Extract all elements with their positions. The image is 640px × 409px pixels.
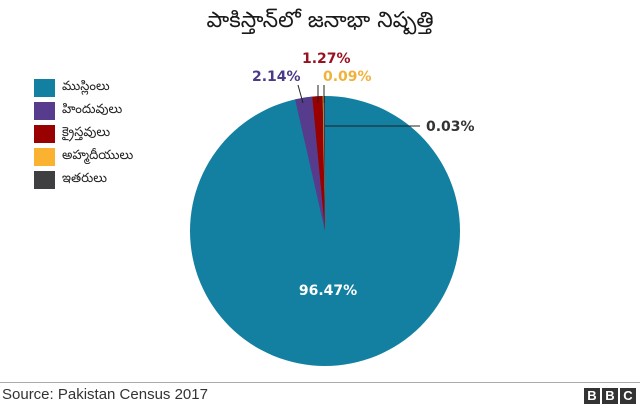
leader-line-hindus [297,84,304,104]
bbc-logo-letter: C [620,388,636,404]
label-muslims: 96.47% [299,283,357,299]
source-text: Source: Pakistan Census 2017 [2,386,208,403]
legend-label: ఇతరులు [62,170,107,186]
slice-ahmadis [322,95,325,231]
slice-christians [312,96,325,231]
label-ahmadis: 0.09% [323,69,372,85]
legend-label: ముస్లింలు [62,78,110,94]
bbc-logo: B B C [584,388,636,404]
legend-swatch [34,78,55,97]
legend-swatch [34,147,55,166]
legend-swatch [34,124,55,143]
legend: ముస్లింలు హిందువులు క్రైస్తవులు అహ్మదీయు… [34,76,133,191]
legend-item-others: ఇతరులు [34,168,133,191]
legend-item-hindus: హిందువులు [34,99,133,122]
chart-title: పాకిస్తాన్‌లో జనాభా నిష్పత్తి [206,8,434,33]
legend-item-christians: క్రైస్తవులు [34,122,133,145]
legend-label: అహ్మదీయులు [62,147,134,163]
slice-others [323,95,325,231]
legend-label: క్రైస్తవులు [62,124,111,140]
footer-divider [0,382,640,383]
legend-swatch [34,170,55,189]
legend-label: హిందువులు [62,101,123,117]
legend-swatch [34,101,55,120]
bbc-logo-letter: B [602,388,618,404]
label-hindus: 2.14% [252,69,301,85]
legend-item-ahmadis: అహ్మదీయులు [34,145,133,168]
slice-hindus [295,96,325,231]
bbc-logo-letter: B [584,388,600,404]
label-others: 0.03% [426,119,475,135]
label-christians: 1.27% [302,51,351,67]
legend-item-muslims: ముస్లింలు [34,76,133,99]
